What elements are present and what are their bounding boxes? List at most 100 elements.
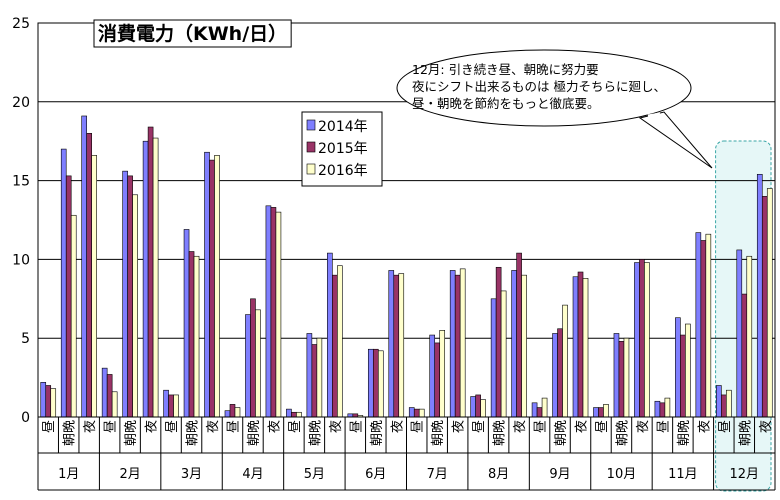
month-label-2月: 2月 [119, 467, 140, 482]
period-label: 夜 [452, 420, 467, 433]
bar-2月-朝晩-2015年 [127, 175, 133, 418]
bar-4月-夜-2014年 [265, 205, 272, 418]
legend-swatch-2015年 [306, 141, 316, 153]
bar-4月-朝晩-2014年 [245, 314, 251, 418]
legend-label-2014年: 2014年 [318, 119, 368, 135]
period-label: 朝晩 [186, 420, 201, 446]
bar-6月-朝晩-2016年 [377, 350, 384, 418]
bar-12月-昼-2014年 [716, 385, 722, 418]
bar-2月-夜-2014年 [142, 140, 149, 418]
bar-4月-昼-2015年 [229, 404, 236, 418]
period-label: 昼 [411, 420, 426, 433]
bar-10月-夜-2014年 [634, 262, 640, 418]
bar-9月-夜-2015年 [577, 271, 584, 418]
period-label: 朝晩 [63, 420, 78, 446]
bar-5月-朝晩-2015年 [311, 344, 318, 418]
bar-9月-夜-2016年 [582, 278, 589, 418]
period-label: 朝晩 [124, 420, 139, 446]
period-label: 昼 [595, 420, 610, 433]
bar-8月-昼-2015年 [475, 394, 481, 418]
bar-11月-朝晩-2014年 [675, 317, 681, 418]
bar-5月-夜-2015年 [332, 274, 338, 418]
callout-bubble [396, 49, 692, 127]
bar-1月-夜-2014年 [81, 115, 87, 418]
period-label: 朝晩 [308, 420, 323, 446]
bar-1月-夜-2016年 [91, 155, 97, 418]
period-label: 昼 [104, 420, 119, 433]
y-tick-label-5: 5 [21, 331, 30, 347]
bar-7月-朝晩-2014年 [429, 334, 436, 418]
period-label: 夜 [329, 420, 344, 433]
month-label-4月: 4月 [242, 467, 263, 482]
legend-box [301, 111, 383, 187]
bar-4月-昼-2014年 [224, 410, 231, 418]
bar-9月-朝晩-2014年 [552, 333, 558, 418]
bar-10月-昼-2014年 [593, 407, 599, 418]
period-label: 朝晩 [431, 420, 446, 446]
month-label-9月: 9月 [549, 467, 570, 482]
period-label: 昼 [472, 420, 487, 433]
month-label-11月: 11月 [668, 467, 698, 482]
period-label: 夜 [267, 420, 282, 433]
bar-12月-朝晩-2014年 [736, 249, 743, 418]
bar-12月-朝晩-2016年 [746, 255, 753, 418]
bar-3月-夜-2014年 [204, 151, 210, 418]
month-label-3月: 3月 [181, 467, 202, 482]
bar-6月-朝晩-2014年 [367, 348, 374, 418]
bar-4月-夜-2016年 [275, 211, 282, 418]
period-label: 朝晩 [247, 420, 262, 446]
bar-9月-昼-2016年 [541, 397, 548, 418]
period-label: 夜 [145, 420, 160, 433]
annotation-line: 12月: 引き続き昼、朝晩に努力要 [412, 62, 599, 77]
period-label: 昼 [656, 420, 671, 433]
chart-title: 消費電力（KWh/日） [98, 22, 287, 45]
bar-9月-朝晩-2015年 [557, 328, 563, 418]
bar-1月-昼-2016年 [50, 388, 57, 418]
bar-11月-夜-2014年 [695, 232, 702, 418]
bar-8月-朝晩-2014年 [490, 298, 497, 418]
period-label: 夜 [697, 420, 712, 433]
bar-12月-昼-2015年 [721, 394, 727, 418]
bar-1月-昼-2015年 [45, 385, 52, 418]
bar-10月-昼-2015年 [598, 407, 604, 418]
bar-11月-夜-2015年 [700, 240, 707, 418]
y-tick-label-15: 15 [12, 174, 30, 190]
bar-7月-昼-2014年 [408, 407, 415, 418]
bar-12月-昼-2016年 [726, 389, 732, 418]
bar-6月-朝晩-2015年 [372, 348, 379, 418]
legend-label-2016年: 2016年 [318, 163, 368, 179]
bar-9月-昼-2015年 [536, 407, 543, 418]
bar-6月-夜-2014年 [388, 270, 395, 418]
annotation-line: 昼・朝晩を節約をもっと徹底要。 [412, 96, 600, 111]
period-label: 昼 [165, 420, 180, 433]
period-label: 朝晩 [493, 420, 508, 446]
period-label: 夜 [513, 420, 528, 433]
bar-10月-昼-2016年 [603, 404, 609, 418]
bar-5月-昼-2014年 [286, 408, 292, 418]
bar-10月-朝晩-2015年 [618, 341, 625, 418]
bar-11月-朝晩-2016年 [685, 323, 691, 418]
bar-9月-夜-2014年 [572, 276, 579, 418]
period-label: 朝晩 [370, 420, 385, 446]
bar-8月-夜-2016年 [521, 274, 527, 418]
bar-11月-昼-2015年 [659, 402, 666, 418]
period-label: 夜 [206, 420, 221, 433]
period-label: 昼 [718, 420, 733, 433]
bar-3月-昼-2014年 [163, 389, 169, 418]
period-label: 昼 [226, 420, 241, 433]
legend-swatch-2014年 [306, 119, 316, 131]
bar-1月-昼-2014年 [40, 382, 47, 418]
period-label: 昼 [42, 420, 57, 433]
bar-7月-朝晩-2015年 [434, 342, 441, 418]
bar-8月-朝晩-2016年 [500, 290, 507, 418]
bar-10月-夜-2016年 [644, 262, 650, 418]
bar-3月-朝晩-2014年 [183, 229, 190, 418]
bar-1月-夜-2015年 [86, 133, 92, 418]
bar-4月-昼-2016年 [234, 407, 241, 418]
bar-3月-昼-2015年 [168, 394, 174, 418]
bar-9月-朝晩-2016年 [562, 304, 568, 418]
bar-11月-朝晩-2015年 [680, 334, 686, 418]
period-label: 夜 [759, 420, 774, 433]
period-label: 昼 [288, 420, 303, 433]
